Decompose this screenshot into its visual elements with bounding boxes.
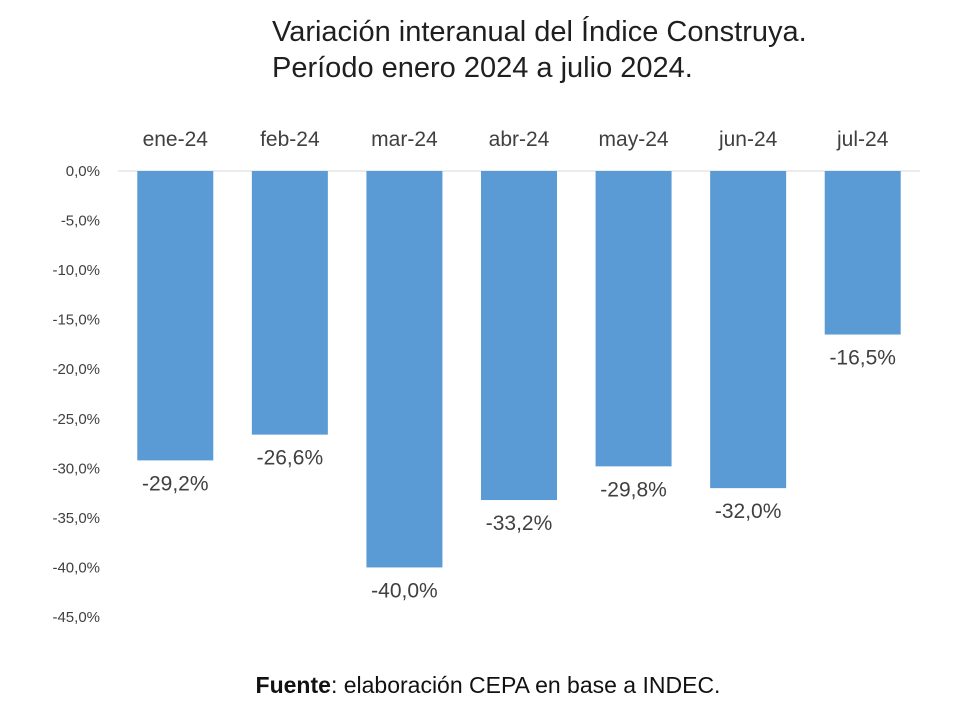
bars <box>137 171 901 568</box>
y-tick-label: -35,0% <box>52 510 100 527</box>
y-tick-label: -40,0% <box>52 559 100 576</box>
data-label: -32,0% <box>715 500 782 523</box>
chart-title-line-2: Período enero 2024 a julio 2024. <box>272 52 693 84</box>
data-label: -26,6% <box>257 447 324 470</box>
x-tick-label: jul-24 <box>836 128 889 151</box>
x-tick-label: jun-24 <box>718 128 778 151</box>
y-tick-label: -45,0% <box>52 609 100 626</box>
source-text: : elaboración CEPA en base a INDEC. <box>330 672 721 698</box>
x-tick-label: mar-24 <box>371 128 438 151</box>
data-label: -29,2% <box>142 472 209 495</box>
data-label: -40,0% <box>371 579 438 602</box>
bar <box>710 171 787 489</box>
data-labels: -29,2% -26,6% -40,0% -33,2% -29,8% -32,0% -16,… <box>142 347 896 603</box>
bar <box>481 171 557 501</box>
y-axis: 0,0% -5,0% -10,0% -15,0% -20,0% -25,0% -30,0% -… <box>52 163 100 626</box>
y-tick-label: -20,0% <box>52 361 100 378</box>
y-tick-label: 0,0% <box>66 163 100 180</box>
y-tick-label: -15,0% <box>52 312 100 329</box>
bar <box>595 171 672 467</box>
x-tick-label: ene-24 <box>143 128 209 151</box>
source-label: Fuente <box>255 672 331 698</box>
bar <box>137 171 214 461</box>
data-label: -29,8% <box>600 478 667 501</box>
y-tick-label: -25,0% <box>52 411 100 428</box>
bar <box>366 171 443 568</box>
data-label: -16,5% <box>829 347 896 370</box>
chart-title: Variación interanual del Índice Construy… <box>272 14 807 86</box>
y-tick-label: -10,0% <box>52 262 100 279</box>
x-tick-label: abr-24 <box>489 128 550 151</box>
x-tick-label: feb-24 <box>260 128 320 151</box>
y-tick-label: -5,0% <box>61 213 100 230</box>
data-label: -33,2% <box>486 512 553 535</box>
bar-chart: 0,0% -5,0% -10,0% -15,0% -20,0% -25,0% -30,0% -… <box>52 128 920 626</box>
x-axis: ene-24 feb-24 mar-24 abr-24 may-24 jun-24 jul-… <box>143 128 889 151</box>
x-tick-label: may-24 <box>599 128 669 151</box>
bar <box>251 171 328 435</box>
y-tick-label: -30,0% <box>52 460 100 477</box>
bar <box>824 171 901 335</box>
source-note: Fuente: elaboración CEPA en base a INDEC… <box>0 672 976 699</box>
chart-title-line-1: Variación interanual del Índice Construy… <box>272 16 807 48</box>
